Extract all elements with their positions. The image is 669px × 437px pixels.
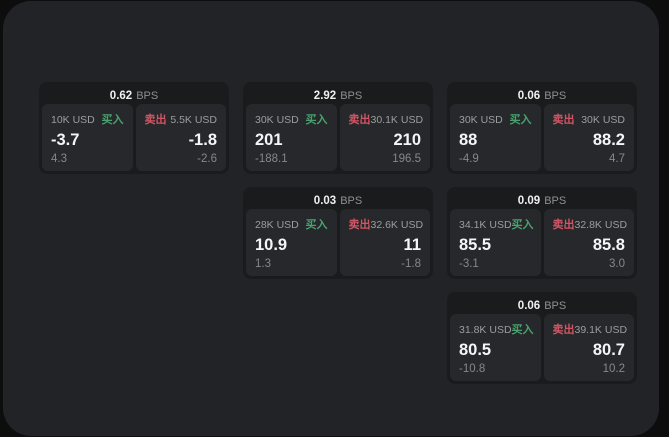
quote-card: 2.92 BPS 30K USD 买入 201 -188.1 卖出 30.1K U… [243, 82, 433, 174]
sell-amount: 30K USD [581, 114, 625, 126]
sell-side-label: 卖出 [552, 219, 575, 231]
buy-price: 88 [459, 131, 478, 149]
bps-unit: BPS [340, 90, 363, 102]
sell-price: 210 [393, 131, 421, 149]
sell-amount: 32.6K USD [370, 219, 424, 231]
bps-value: 0.06 [517, 90, 541, 102]
sell-panel[interactable]: 卖出 32.6K USD 11 -1.8 [339, 209, 430, 276]
buy-panel[interactable]: 28K USD 买入 10.9 1.3 [246, 209, 337, 276]
bps-header: 0.62 BPS [42, 85, 226, 104]
buy-delta: -3.1 [459, 258, 479, 270]
buy-delta: 1.3 [255, 258, 271, 270]
sell-panel[interactable]: 卖出 5.5K USD -1.8 -2.6 [135, 104, 226, 171]
quote-card: 0.06 BPS 31.8K USD 买入 80.5 -10.8 卖出 39.1K… [447, 292, 637, 384]
bps-header: 2.92 BPS [246, 85, 430, 104]
bps-unit: BPS [136, 90, 159, 102]
sell-delta: -1.8 [401, 258, 421, 270]
buy-amount: 30K USD [459, 114, 503, 126]
buy-side-label: 买入 [101, 114, 124, 126]
quote-card: 0.09 BPS 34.1K USD 买入 85.5 -3.1 卖出 32.8K … [447, 187, 637, 279]
buy-price: -3.7 [51, 131, 80, 149]
sell-panel[interactable]: 卖出 30.1K USD 210 196.5 [339, 104, 430, 171]
buy-side-label: 买入 [511, 324, 534, 336]
bps-value: 0.03 [313, 195, 337, 207]
sell-amount: 5.5K USD [170, 114, 217, 126]
bps-header: 0.09 BPS [450, 190, 634, 209]
sell-side-label: 卖出 [348, 219, 371, 231]
sell-delta: 196.5 [392, 153, 421, 165]
buy-panel[interactable]: 30K USD 买入 88 -4.9 [450, 104, 541, 171]
quote-card: 0.06 BPS 30K USD 买入 88 -4.9 卖出 30K USD 88… [447, 82, 637, 174]
buy-delta: 4.3 [51, 153, 67, 165]
sell-panel[interactable]: 卖出 39.1K USD 80.7 10.2 [543, 314, 634, 381]
buy-price: 80.5 [459, 341, 492, 359]
buy-side-label: 买入 [509, 114, 532, 126]
sell-amount: 30.1K USD [370, 114, 424, 126]
sell-delta: 10.2 [602, 363, 625, 375]
sell-amount: 32.8K USD [574, 219, 628, 231]
buy-panel[interactable]: 10K USD 买入 -3.7 4.3 [42, 104, 133, 171]
buy-panel[interactable]: 30K USD 买入 201 -188.1 [246, 104, 337, 171]
sell-delta: -2.6 [197, 153, 217, 165]
sell-price: 88.2 [592, 131, 625, 149]
sell-side-label: 卖出 [552, 324, 575, 336]
buy-amount: 28K USD [255, 219, 299, 231]
sell-panel[interactable]: 卖出 30K USD 88.2 4.7 [543, 104, 634, 171]
sell-delta: 3.0 [609, 258, 625, 270]
quote-card: 0.03 BPS 28K USD 买入 10.9 1.3 卖出 32.6K USD… [243, 187, 433, 279]
buy-panel[interactable]: 31.8K USD 买入 80.5 -10.8 [450, 314, 541, 381]
buy-side-label: 买入 [305, 219, 328, 231]
buy-amount: 10K USD [51, 114, 95, 126]
bps-header: 0.06 BPS [450, 295, 634, 314]
bps-unit: BPS [340, 195, 363, 207]
bps-header: 0.03 BPS [246, 190, 430, 209]
bps-unit: BPS [544, 300, 567, 312]
sell-price: -1.8 [188, 131, 217, 149]
buy-amount: 34.1K USD [459, 219, 512, 231]
buy-price: 10.9 [255, 236, 288, 254]
quote-card: 0.62 BPS 10K USD 买入 -3.7 4.3 卖出 5.5K USD … [39, 82, 229, 174]
buy-amount: 30K USD [255, 114, 299, 126]
buy-panel[interactable]: 34.1K USD 买入 85.5 -3.1 [450, 209, 541, 276]
sell-panel[interactable]: 卖出 32.8K USD 85.8 3.0 [543, 209, 634, 276]
buy-delta: -4.9 [459, 153, 479, 165]
buy-delta: -188.1 [255, 153, 288, 165]
buy-side-label: 买入 [511, 219, 534, 231]
buy-price: 201 [255, 131, 283, 149]
sell-price: 85.8 [592, 236, 625, 254]
bps-value: 0.62 [109, 90, 133, 102]
buy-price: 85.5 [459, 236, 492, 254]
sell-side-label: 卖出 [552, 114, 575, 126]
bps-unit: BPS [544, 90, 567, 102]
bps-value: 2.92 [313, 90, 337, 102]
sell-amount: 39.1K USD [574, 324, 628, 336]
sell-price: 11 [403, 236, 421, 254]
buy-delta: -10.8 [459, 363, 486, 375]
buy-side-label: 买入 [305, 114, 328, 126]
sell-side-label: 卖出 [144, 114, 167, 126]
sell-side-label: 卖出 [348, 114, 371, 126]
bps-value: 0.09 [517, 195, 541, 207]
quotes-panel: 0.62 BPS 10K USD 买入 -3.7 4.3 卖出 5.5K USD … [3, 1, 659, 436]
bps-header: 0.06 BPS [450, 85, 634, 104]
sell-price: 80.7 [592, 341, 625, 359]
bps-value: 0.06 [517, 300, 541, 312]
buy-amount: 31.8K USD [459, 324, 512, 336]
sell-delta: 4.7 [609, 153, 625, 165]
bps-unit: BPS [544, 195, 567, 207]
